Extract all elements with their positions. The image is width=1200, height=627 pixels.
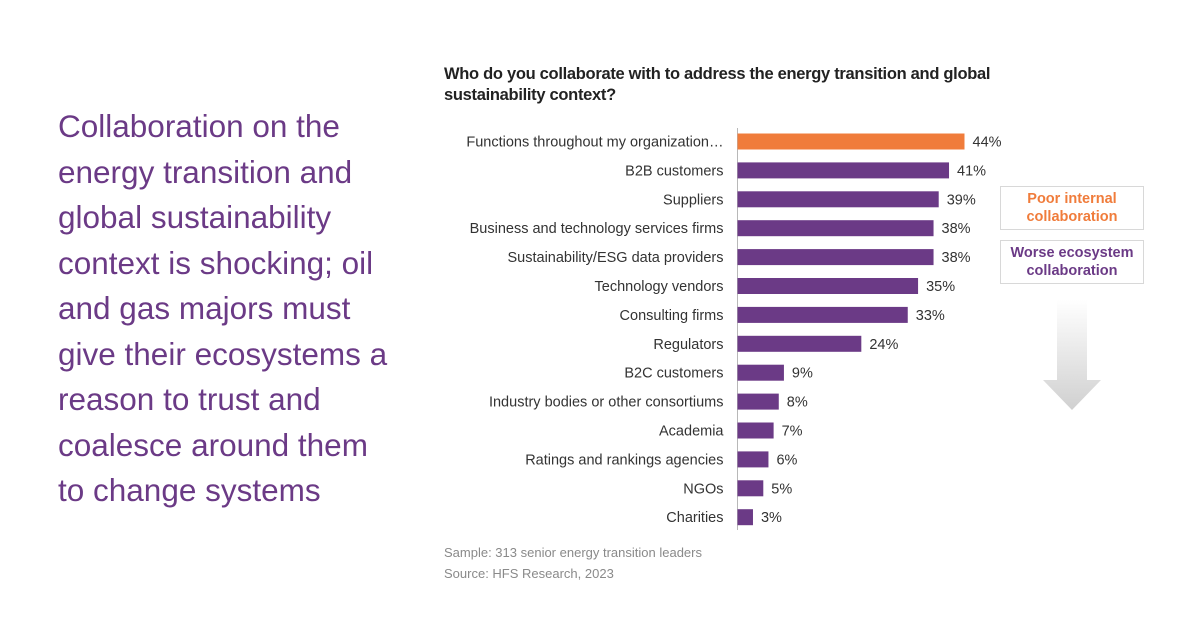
category-label: Sustainability/ESG data providers (508, 250, 724, 266)
value-label: 3% (761, 510, 782, 526)
bar (737, 335, 862, 352)
bar (737, 306, 908, 323)
category-label: Academia (659, 424, 724, 440)
category-label: Consulting firms (620, 308, 724, 324)
chart-title: Who do you collaborate with to address t… (444, 65, 991, 104)
bar (737, 509, 753, 526)
category-label: Charities (666, 510, 723, 526)
footnote-source: Source: HFS Research, 2023 (444, 566, 614, 581)
bar (737, 162, 950, 179)
bar (737, 422, 774, 439)
bar (737, 480, 764, 497)
value-label: 7% (782, 424, 803, 440)
value-label: 33% (916, 308, 945, 324)
bar (737, 220, 934, 237)
category-label: Ratings and rankings agencies (525, 452, 723, 468)
value-label: 5% (771, 481, 792, 497)
value-label: 35% (926, 279, 955, 295)
value-label: 39% (947, 192, 976, 208)
category-label: Industry bodies or other consortiums (489, 395, 724, 411)
category-label: Regulators (653, 337, 723, 353)
value-label: 38% (942, 250, 971, 266)
category-label: Business and technology services firms (470, 221, 724, 237)
value-label: 8% (787, 395, 808, 411)
value-label: 38% (942, 221, 971, 237)
bar (737, 249, 934, 266)
footnote-sample: Sample: 313 senior energy transition lea… (444, 545, 702, 560)
callout-worse-ecosystem-collaboration: Worse ecosystem collaboration (1000, 240, 1144, 284)
category-label: Technology vendors (595, 279, 724, 295)
value-label: 24% (869, 337, 898, 353)
value-label: 41% (957, 163, 986, 179)
value-label: 44% (973, 135, 1002, 151)
value-label: 6% (776, 452, 797, 468)
headline: Collaboration on the energy transition a… (58, 108, 388, 508)
category-label: Functions throughout my organization… (466, 135, 723, 151)
bar (737, 278, 919, 294)
category-label: NGOs (683, 481, 723, 497)
callout-poor-internal-collaboration: Poor internal collaboration (1000, 186, 1144, 230)
bar (737, 191, 939, 208)
bar (737, 393, 779, 410)
category-label: Suppliers (663, 192, 723, 208)
bar (737, 133, 965, 150)
value-label: 9% (792, 366, 813, 382)
category-label: B2B customers (625, 163, 723, 179)
category-label: B2C customers (624, 366, 723, 382)
bar (737, 451, 769, 468)
down-arrow-icon (1043, 300, 1101, 410)
bar (737, 364, 784, 381)
